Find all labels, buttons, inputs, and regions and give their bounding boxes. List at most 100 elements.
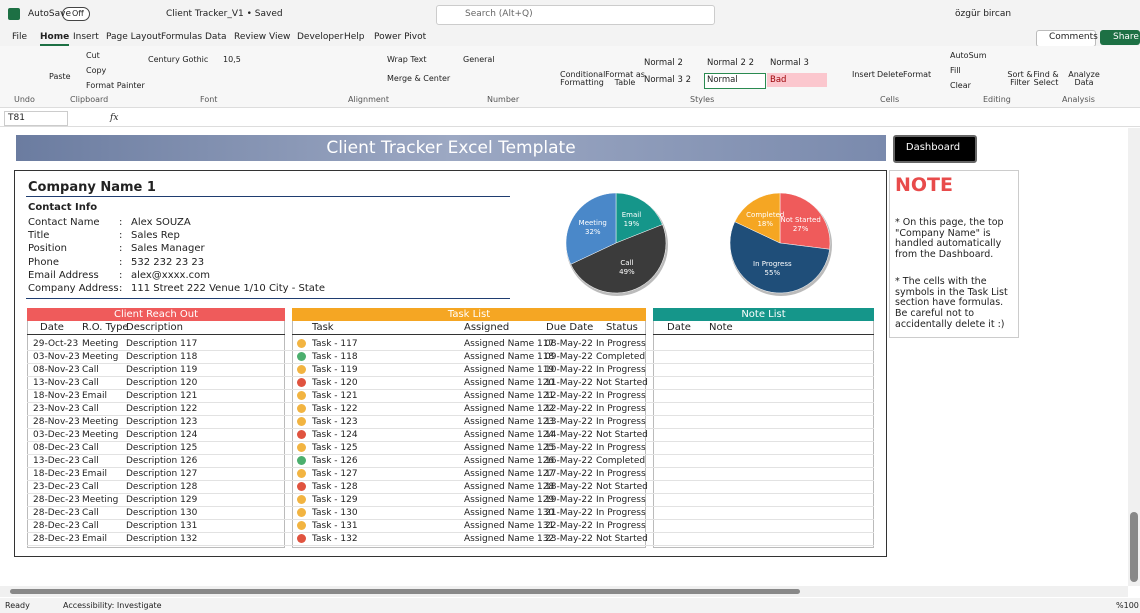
excel-logo xyxy=(8,8,20,20)
ribbon-group-label: Editing xyxy=(983,95,1011,104)
cell: 18-May-22 xyxy=(545,482,593,492)
status-icon xyxy=(297,495,306,504)
status-zoom: %100 xyxy=(1116,601,1139,610)
menu-tab[interactable]: Power Pivot xyxy=(374,32,427,42)
cell: In Progress xyxy=(596,443,646,453)
field-label: Position xyxy=(28,243,67,255)
menu-tab[interactable]: Home xyxy=(40,33,70,46)
ribbon-button[interactable]: Wrap Text xyxy=(387,55,427,64)
cell: Assigned Name 123 xyxy=(464,417,555,427)
cell: Assigned Name 130 xyxy=(464,508,555,518)
menu-tab[interactable]: Page Layout xyxy=(106,32,162,42)
ribbon-button[interactable]: Format as Table xyxy=(605,70,645,87)
ribbon-button[interactable]: Clear xyxy=(950,81,971,90)
h-scroll-thumb[interactable] xyxy=(10,589,800,594)
autosave-label[interactable]: AutoSave xyxy=(28,9,71,19)
ribbon-button[interactable]: Format Painter xyxy=(86,81,145,90)
style-cell[interactable]: Normal 2 2 xyxy=(707,58,754,68)
share-button[interactable] xyxy=(1100,30,1140,45)
cell: Task - 128 xyxy=(312,482,358,492)
ribbon-button[interactable]: Merge & Center xyxy=(387,74,451,83)
header-underline xyxy=(292,334,646,335)
field-value: Sales Manager xyxy=(131,243,205,255)
style-normal-box[interactable] xyxy=(704,73,766,89)
cell: 13-Nov-23 xyxy=(33,378,80,388)
cell: 22-May-22 xyxy=(545,521,593,531)
ribbon-button[interactable]: Insert xyxy=(852,70,875,79)
ribbon-button[interactable]: Sort & Filter xyxy=(1007,70,1033,87)
share-label[interactable]: Share xyxy=(1113,32,1139,42)
cell: Description 129 xyxy=(126,495,198,505)
company-box xyxy=(14,170,887,557)
style-bad-box[interactable] xyxy=(767,73,827,87)
ribbon-button[interactable]: General xyxy=(463,55,495,64)
scroll-thumb[interactable] xyxy=(1130,512,1138,582)
status-bar xyxy=(0,598,1140,613)
menu-tab[interactable]: Data xyxy=(205,32,227,42)
ribbon-button[interactable]: Find & Select xyxy=(1033,70,1059,87)
ribbon-button[interactable]: Century Gothic xyxy=(148,55,209,64)
menu-tab[interactable]: Formulas xyxy=(161,32,203,42)
row-line xyxy=(27,454,874,455)
note-box xyxy=(889,170,1019,338)
style-cell[interactable]: Normal 3 xyxy=(770,58,809,68)
status-accessibility[interactable]: Accessibility: Investigate xyxy=(63,601,162,610)
ribbon-button[interactable]: Fill xyxy=(950,66,961,75)
field-value: Alex SOUZA xyxy=(131,217,191,228)
ribbon-button[interactable]: Delete xyxy=(877,70,904,79)
search-text[interactable]: Search (Alt+Q) xyxy=(465,9,533,19)
ribbon xyxy=(0,46,1140,108)
row-line xyxy=(27,506,874,507)
ribbon-button[interactable]: Copy xyxy=(86,66,107,75)
style-cell[interactable]: Normal 3 2 xyxy=(644,75,691,85)
cell: Description 119 xyxy=(126,365,198,375)
cell: Assigned Name 127 xyxy=(464,469,555,479)
cell: Description 128 xyxy=(126,482,198,492)
ribbon-button[interactable]: Format xyxy=(903,70,932,79)
row-line xyxy=(27,519,874,520)
column-header: Status xyxy=(606,322,638,333)
menu-tab[interactable]: View xyxy=(269,32,291,42)
vertical-scrollbar[interactable] xyxy=(1128,128,1140,586)
dashboard-button[interactable] xyxy=(893,135,977,163)
dashboard-label[interactable]: Dashboard xyxy=(905,142,961,153)
pie-label: In Progress xyxy=(753,260,792,269)
toggle[interactable] xyxy=(62,7,90,21)
menu-tab[interactable]: File xyxy=(12,32,28,42)
menu-tab[interactable]: Help xyxy=(344,32,365,42)
cell: In Progress xyxy=(596,391,646,401)
style-cell[interactable]: Normal 2 xyxy=(644,58,683,68)
status-icon xyxy=(297,521,306,530)
name-box[interactable] xyxy=(4,111,68,126)
sheet-banner xyxy=(16,135,886,161)
style-cell[interactable]: Normal xyxy=(707,75,738,85)
ribbon-button[interactable]: Analyze Data xyxy=(1068,70,1100,87)
menu-tab[interactable]: Insert xyxy=(73,32,99,42)
cell: 03-Dec-23 xyxy=(33,430,80,440)
ribbon-button[interactable]: AutoSum xyxy=(950,51,987,60)
pie-value: 18% xyxy=(757,219,774,228)
search-box[interactable] xyxy=(436,5,715,25)
name-box-text[interactable]: T81 xyxy=(8,113,25,123)
cell: Description 131 xyxy=(126,521,198,531)
menu-tab[interactable]: Developer xyxy=(297,32,344,42)
cell: 23-Nov-23 xyxy=(33,404,80,414)
cell: Assigned Name 126 xyxy=(464,456,555,466)
cell: 15-May-22 xyxy=(545,443,593,453)
ribbon-button[interactable]: Conditional Formatting xyxy=(560,70,606,87)
cell: Assigned Name 128 xyxy=(464,482,555,492)
cell: Description 124 xyxy=(126,430,198,440)
cell: Not Started xyxy=(596,430,648,440)
cell: 19-May-22 xyxy=(545,495,593,505)
ribbon-button[interactable]: 10,5 xyxy=(223,55,241,64)
toggle-label[interactable]: Off xyxy=(72,9,84,18)
menu-tab[interactable]: Review xyxy=(234,32,267,42)
status-icon xyxy=(297,456,306,465)
ribbon-button[interactable]: Paste xyxy=(49,72,71,81)
ribbon-button[interactable]: Cut xyxy=(86,51,100,60)
field-colon: : xyxy=(119,283,123,294)
comments-label[interactable]: Comments xyxy=(1049,32,1098,42)
style-cell[interactable]: Bad xyxy=(770,75,787,85)
cell: 08-Nov-23 xyxy=(33,365,80,375)
underline xyxy=(26,196,510,197)
